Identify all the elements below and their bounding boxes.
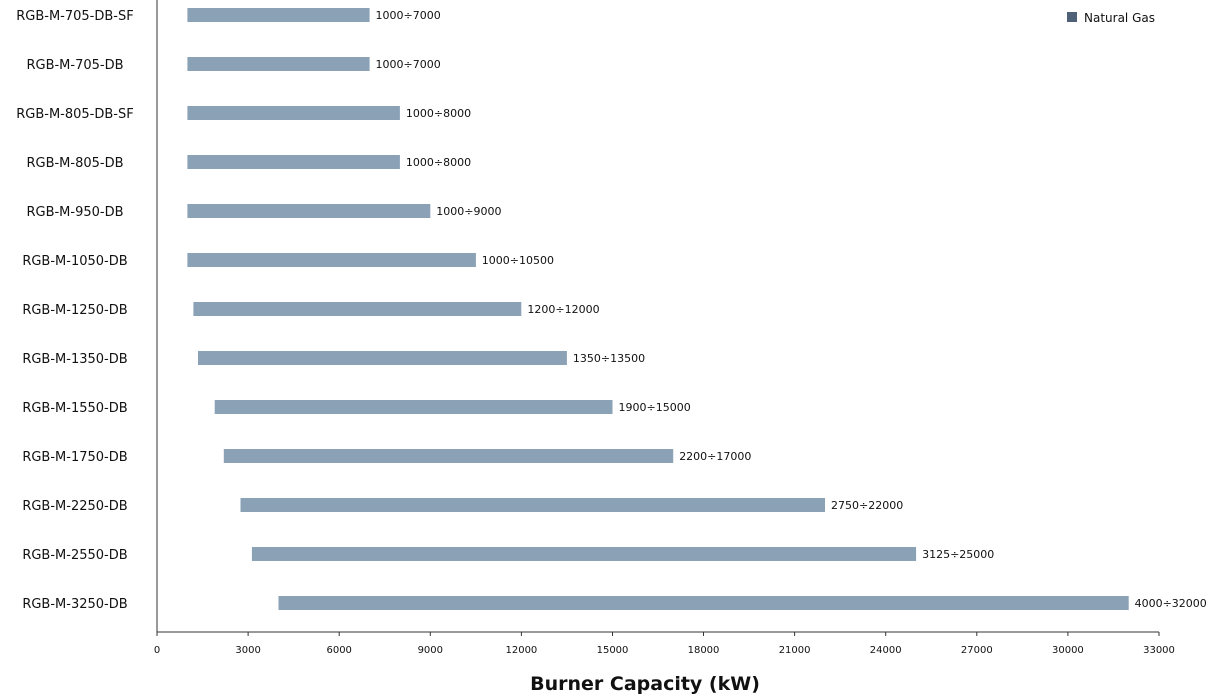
x-tick-label-33000: 33000: [1143, 645, 1175, 656]
data-label-rgb-m-1750-db: 2200÷17000: [679, 450, 751, 463]
legend: Natural Gas: [1067, 11, 1155, 25]
x-axis-ticks: 0 3000 6000 9000 12000 15000 18000 21000 24000 27…: [154, 632, 1175, 656]
x-tick-label-12000: 12000: [505, 645, 537, 656]
bars-layer: 1000÷7000 1000÷7000 1000÷8000 1000÷8000 1000…: [187, 8, 1207, 610]
x-tick-label-15000: 15000: [597, 645, 629, 656]
data-label-rgb-m-950-db: 1000÷9000: [436, 205, 501, 218]
x-tick-label-0: 0: [154, 645, 160, 656]
x-tick-label-18000: 18000: [688, 645, 720, 656]
bar-rgb-m-705-db: [187, 57, 370, 71]
data-label-rgb-m-1250-db: 1200÷12000: [527, 303, 599, 316]
x-tick-label-6000: 6000: [326, 645, 351, 656]
data-label-rgb-m-805-db: 1000÷8000: [406, 156, 471, 169]
bar-rgb-m-2550-db: [251, 547, 917, 561]
x-tick-label-27000: 27000: [961, 645, 993, 656]
data-label-rgb-m-2250-db: 2750÷22000: [831, 499, 903, 512]
legend-label-natural-gas: Natural Gas: [1084, 11, 1155, 25]
x-axis-title: Burner Capacity (kW): [530, 673, 760, 695]
data-label-rgb-m-1350-db: 1350÷13500: [573, 352, 645, 365]
bar-rgb-m-1050-db: [187, 253, 476, 267]
bar-rgb-m-705-db-sf: [187, 8, 370, 22]
category-label-rgb-m-1250-db: RGB-M-1250-DB: [22, 303, 127, 318]
data-label-rgb-m-2550-db: 3125÷25000: [922, 548, 994, 561]
x-tick-label-24000: 24000: [870, 645, 902, 656]
bar-rgb-m-805-db: [187, 155, 400, 169]
category-labels: RGB-M-705-DB-SF RGB-M-705-DB RGB-M-805-DB-…: [16, 9, 133, 612]
bar-rgb-m-805-db-sf: [187, 106, 400, 120]
category-label-rgb-m-1750-db: RGB-M-1750-DB: [22, 450, 127, 465]
bar-rgb-m-1550-db: [214, 400, 613, 414]
data-label-rgb-m-805-db-sf: 1000÷8000: [406, 107, 471, 120]
bar-rgb-m-1250-db: [193, 302, 522, 316]
x-tick-label-21000: 21000: [779, 645, 811, 656]
category-label-rgb-m-1050-db: RGB-M-1050-DB: [22, 254, 127, 269]
data-label-rgb-m-1050-db: 1000÷10500: [482, 254, 554, 267]
bar-rgb-m-2250-db: [240, 498, 825, 512]
category-label-rgb-m-805-db-sf: RGB-M-805-DB-SF: [16, 107, 133, 122]
data-label-rgb-m-705-db: 1000÷7000: [376, 58, 441, 71]
category-label-rgb-m-2550-db: RGB-M-2550-DB: [22, 548, 127, 563]
x-tick-label-30000: 30000: [1052, 645, 1084, 656]
bar-rgb-m-950-db: [187, 204, 431, 218]
category-label-rgb-m-805-db: RGB-M-805-DB: [26, 156, 123, 171]
category-label-rgb-m-705-db: RGB-M-705-DB: [26, 58, 123, 73]
x-tick-label-3000: 3000: [235, 645, 260, 656]
category-label-rgb-m-1350-db: RGB-M-1350-DB: [22, 352, 127, 367]
data-label-rgb-m-1550-db: 1900÷15000: [619, 401, 691, 414]
legend-marker-natural-gas: [1067, 12, 1077, 22]
x-tick-label-9000: 9000: [418, 645, 443, 656]
bar-rgb-m-3250-db: [278, 596, 1129, 610]
category-label-rgb-m-705-db-sf: RGB-M-705-DB-SF: [16, 9, 133, 24]
bar-rgb-m-1350-db: [198, 351, 567, 365]
bar-rgb-m-1750-db: [223, 449, 674, 463]
data-label-rgb-m-705-db-sf: 1000÷7000: [376, 9, 441, 22]
category-label-rgb-m-3250-db: RGB-M-3250-DB: [22, 597, 127, 612]
category-label-rgb-m-950-db: RGB-M-950-DB: [26, 205, 123, 220]
category-label-rgb-m-1550-db: RGB-M-1550-DB: [22, 401, 127, 416]
data-label-rgb-m-3250-db: 4000÷32000: [1135, 597, 1207, 610]
category-label-rgb-m-2250-db: RGB-M-2250-DB: [22, 499, 127, 514]
